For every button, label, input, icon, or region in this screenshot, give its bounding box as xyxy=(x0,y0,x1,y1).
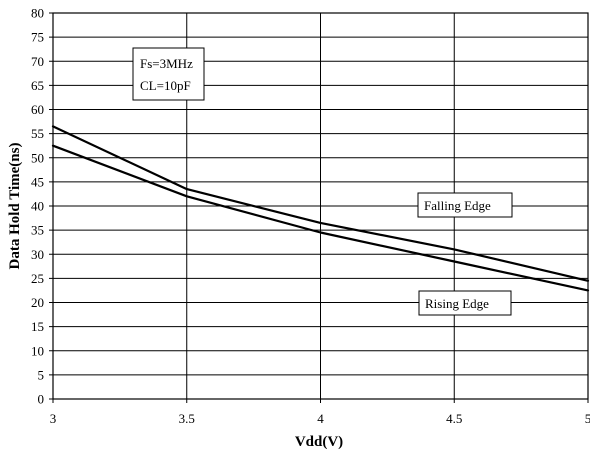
y-tick-label: 65 xyxy=(31,78,44,93)
falling-edge-label-text: Falling Edge xyxy=(424,198,491,213)
y-tick-label: 70 xyxy=(31,54,44,69)
y-tick-label: 30 xyxy=(31,247,44,262)
y-tick-label: 5 xyxy=(38,367,45,382)
y-tick-label: 35 xyxy=(31,223,44,238)
conditions-box: Fs=3MHz CL=10pF xyxy=(132,47,205,101)
x-tick-label: 4.5 xyxy=(446,411,462,426)
x-tick-label: 3 xyxy=(50,411,57,426)
y-tick-label: 20 xyxy=(31,295,44,310)
y-tick-label: 50 xyxy=(31,150,44,165)
y-tick-label: 75 xyxy=(31,30,44,45)
y-tick-label: 45 xyxy=(31,174,44,189)
series-layer xyxy=(51,125,590,292)
rising-edge-label-frame xyxy=(418,290,512,316)
series-line-rising-edge xyxy=(51,144,590,292)
falling-edge-label-frame xyxy=(417,192,513,218)
x-tick-label: 3.5 xyxy=(179,411,195,426)
conditions-line-1: Fs=3MHz xyxy=(140,56,193,71)
y-tick-label: 60 xyxy=(31,102,44,117)
y-tick-label: 40 xyxy=(31,199,44,214)
y-tick-label: 80 xyxy=(31,6,44,21)
y-tick-label: 15 xyxy=(31,319,44,334)
y-tick-label: 10 xyxy=(31,343,44,358)
y-tick-label: 0 xyxy=(38,392,45,407)
y-tick-label: 55 xyxy=(31,126,44,141)
rising-edge-label-text: Rising Edge xyxy=(425,296,489,311)
tick-labels: 0 5 10 15 20 25 30 35 40 45 50 55 60 65 70 75 80 3 3.5 4 4.5… xyxy=(31,6,590,427)
y-axis-title: Data Hold Time(ns) xyxy=(7,143,23,270)
falling-edge-label: Falling Edge xyxy=(417,192,513,218)
conditions-line-2: CL=10pF xyxy=(140,78,191,93)
x-tick-label: 5 xyxy=(585,411,590,426)
conditions-box-frame xyxy=(132,47,205,101)
rising-edge-label: Rising Edge xyxy=(418,290,512,316)
x-axis-title: Vdd(V) xyxy=(295,434,343,450)
series-line-falling-edge xyxy=(51,125,590,282)
x-tick-label: 4 xyxy=(317,411,324,426)
y-tick-label: 25 xyxy=(31,271,44,286)
